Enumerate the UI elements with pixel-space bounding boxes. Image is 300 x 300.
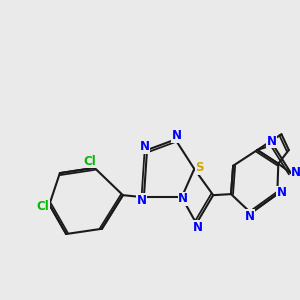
Text: Cl: Cl xyxy=(84,155,97,168)
Text: Cl: Cl xyxy=(37,200,49,213)
Text: N: N xyxy=(172,130,182,142)
Text: N: N xyxy=(277,186,287,199)
Text: N: N xyxy=(267,135,277,148)
Text: N: N xyxy=(178,192,188,205)
Text: N: N xyxy=(140,140,150,153)
Text: N: N xyxy=(291,166,300,179)
Text: S: S xyxy=(195,161,204,174)
Text: N: N xyxy=(193,220,203,233)
Text: N: N xyxy=(244,210,254,223)
Text: N: N xyxy=(136,194,146,207)
